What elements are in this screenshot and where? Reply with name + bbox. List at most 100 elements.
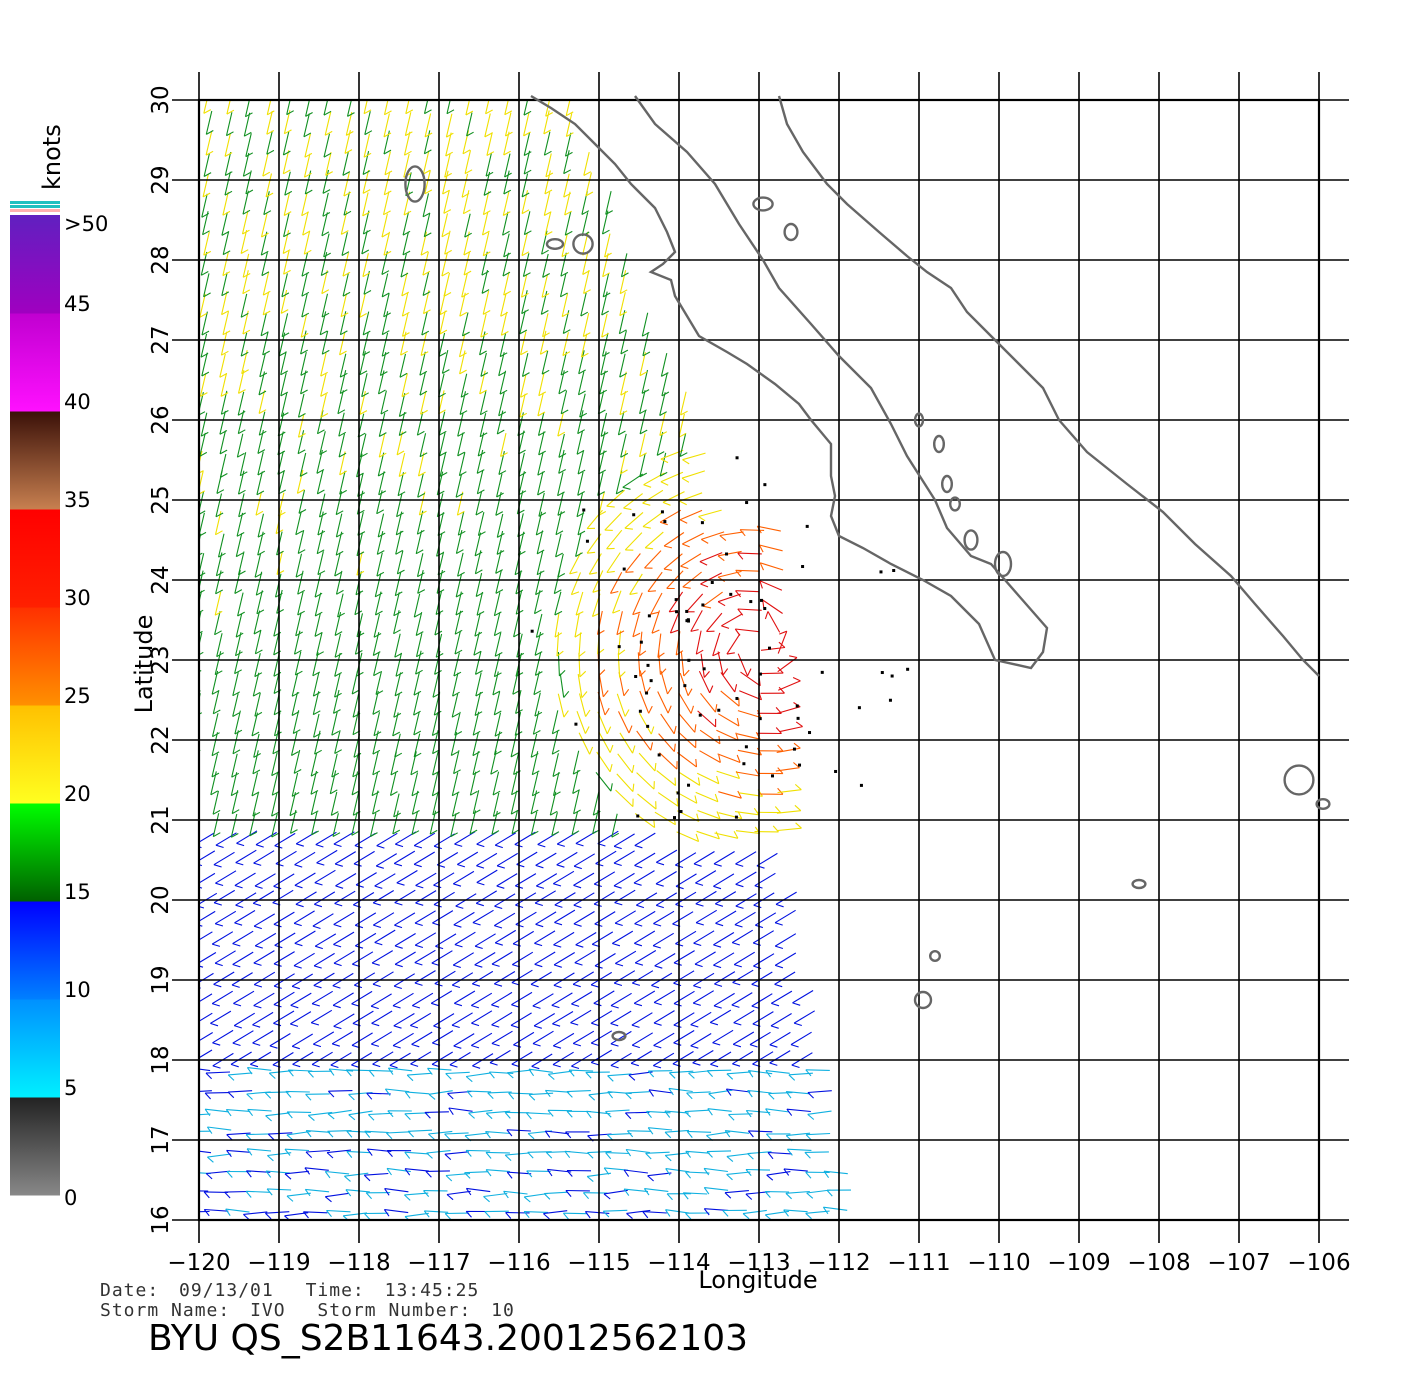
wind-vector	[483, 171, 491, 196]
wind-vector	[602, 253, 609, 277]
wind-vector	[364, 1172, 389, 1176]
wind-vector	[404, 1192, 429, 1196]
wind-vector	[708, 1089, 733, 1095]
wind-vector	[272, 1052, 294, 1066]
wind-vector-barb	[370, 832, 378, 837]
wind-vector	[654, 953, 676, 967]
wind-vector-barb	[238, 389, 246, 394]
wind-vector	[289, 809, 297, 834]
wind-vector-barb	[601, 332, 609, 338]
wind-vector	[413, 593, 421, 618]
wind-vector	[414, 932, 437, 946]
wind-vector	[551, 710, 559, 734]
wind-vector-barb	[187, 1132, 192, 1138]
wind-vector	[266, 100, 272, 115]
wind-vector	[422, 150, 430, 175]
wind-vector-barb	[234, 729, 243, 735]
wind-vector-barb	[305, 1093, 312, 1101]
wind-vector	[573, 892, 595, 906]
wind-vector	[564, 211, 572, 236]
wind-vector-barb	[286, 1111, 293, 1119]
wind-vector-barb	[203, 1209, 210, 1217]
wind-vector	[617, 653, 621, 678]
wind-vector	[765, 1070, 790, 1074]
wind-vector	[378, 412, 386, 437]
wind-vector-barb	[246, 91, 253, 95]
wind-vector-barb	[632, 783, 635, 792]
wind-vector-barb	[822, 1206, 829, 1215]
wind-vector	[394, 951, 416, 965]
wind-vector-barb	[565, 1131, 572, 1139]
wind-vector-barb	[566, 1091, 573, 1098]
wind-vector-barb	[393, 629, 401, 635]
wind-vector-barb	[429, 829, 438, 835]
wind-vector	[407, 1129, 433, 1132]
wind-vector	[199, 872, 216, 884]
wind-vector	[511, 810, 519, 834]
wind-vector-barb	[273, 985, 282, 989]
wind-vector-barb	[547, 1109, 554, 1117]
wind-vector-barb	[794, 783, 802, 791]
wind-vector	[500, 311, 508, 336]
wind-vector	[465, 100, 470, 116]
wind-vector-barb	[202, 230, 210, 236]
wind-vector-barb	[625, 1149, 632, 1157]
wind-vector-barb	[261, 232, 269, 238]
wind-vector	[695, 791, 719, 803]
wind-vector-barb	[431, 1002, 440, 1007]
wind-vector-barb	[495, 589, 504, 594]
wind-vector	[172, 934, 193, 946]
wind-vector	[496, 513, 504, 538]
wind-vector	[634, 910, 656, 925]
wind-vector	[602, 273, 610, 298]
wind-vector-barb	[572, 983, 581, 988]
wind-vector	[562, 332, 569, 356]
wind-vector-barb	[342, 291, 351, 297]
wind-vector-barb	[610, 590, 619, 594]
wind-vector-barb	[454, 649, 463, 655]
wind-vector-barb	[366, 1092, 373, 1100]
wind-vector-barb	[419, 452, 428, 458]
wind-vector	[417, 452, 425, 477]
wind-vector	[398, 411, 406, 436]
wind-vector-barb	[717, 555, 725, 562]
wind-vector	[604, 1167, 629, 1171]
wind-vector	[293, 910, 315, 924]
wind-vector	[592, 810, 599, 834]
wind-vector-barb	[541, 369, 550, 375]
wind-vector	[369, 812, 377, 837]
wind-vector-barb	[474, 631, 483, 637]
wind-vector-barb	[237, 452, 245, 458]
wind-vector	[375, 670, 383, 695]
wind-vector-barb	[386, 1132, 393, 1140]
wind-vector-barb	[560, 271, 569, 277]
wind-vector-barb	[555, 530, 564, 536]
wind-vector	[452, 672, 459, 697]
wind-vector	[419, 371, 427, 396]
wind-vector-barb	[485, 1152, 492, 1159]
wind-vector	[258, 390, 266, 414]
wind-vector-barb	[581, 352, 589, 358]
wind-vector-barb	[415, 944, 424, 949]
wind-vector	[504, 112, 512, 137]
wind-vector	[777, 680, 801, 691]
wind-vector-barb	[586, 1175, 594, 1183]
wind-vector	[352, 753, 359, 777]
wind-vector	[394, 572, 402, 596]
wind-vector-barb	[455, 592, 464, 598]
wind-vector	[242, 310, 249, 335]
x-tick-label: −110	[967, 1250, 1030, 1276]
wind-vector	[319, 431, 326, 455]
wind-vector	[334, 673, 341, 698]
wind-vector-barb	[242, 289, 251, 295]
wind-vector	[345, 1189, 370, 1193]
wind-vector-barb	[473, 650, 482, 656]
wind-vector-barb	[384, 1088, 391, 1096]
wind-vector-barb	[516, 652, 525, 658]
wind-vector	[335, 531, 343, 556]
wind-vector-barb	[273, 689, 282, 694]
wind-vector-barb	[237, 611, 245, 617]
wind-vector	[230, 813, 238, 838]
wind-vector-barb	[523, 169, 532, 175]
wind-vector	[265, 1211, 290, 1214]
